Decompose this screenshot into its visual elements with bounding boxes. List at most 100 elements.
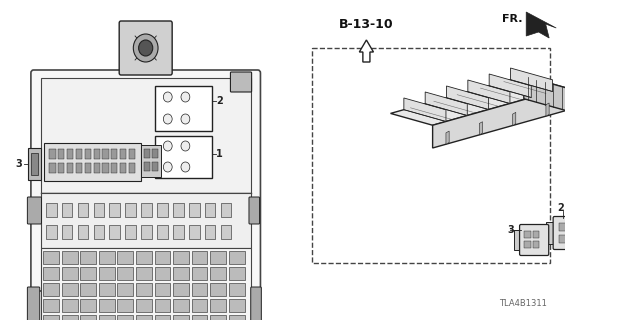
Bar — [614, 234, 621, 243]
FancyBboxPatch shape — [520, 225, 548, 255]
Bar — [154, 283, 170, 296]
Bar — [117, 251, 133, 264]
Bar — [210, 267, 226, 280]
Bar — [62, 267, 77, 280]
Polygon shape — [404, 98, 446, 122]
Bar — [189, 203, 200, 217]
Bar — [623, 234, 630, 243]
Bar — [154, 136, 212, 178]
Bar — [62, 251, 77, 264]
Bar — [125, 225, 136, 239]
Bar — [546, 222, 554, 244]
Bar — [533, 231, 540, 238]
Bar — [117, 315, 133, 320]
Bar — [604, 234, 611, 243]
Bar — [40, 78, 251, 193]
Bar — [228, 299, 244, 312]
Bar — [81, 315, 96, 320]
Bar — [152, 162, 158, 171]
Bar — [58, 163, 65, 173]
Bar — [109, 225, 120, 239]
Polygon shape — [526, 12, 556, 38]
Bar — [99, 315, 115, 320]
Bar — [559, 223, 567, 231]
Circle shape — [181, 92, 190, 102]
Text: B-13-10: B-13-10 — [339, 18, 394, 31]
Bar — [125, 203, 136, 217]
Bar — [228, 315, 244, 320]
Bar — [44, 315, 59, 320]
Bar — [99, 251, 115, 264]
Bar — [173, 203, 184, 217]
Bar — [81, 267, 96, 280]
Bar — [210, 283, 226, 296]
Bar — [93, 225, 104, 239]
Bar — [31, 153, 38, 175]
Text: 2: 2 — [557, 203, 564, 213]
Bar — [111, 149, 117, 159]
Polygon shape — [425, 92, 467, 116]
Bar — [210, 251, 226, 264]
Text: 3: 3 — [15, 159, 22, 169]
Bar — [44, 299, 59, 312]
Bar — [152, 149, 158, 158]
Bar — [191, 251, 207, 264]
Bar — [136, 283, 152, 296]
Circle shape — [181, 114, 190, 124]
Text: 3: 3 — [508, 225, 515, 235]
Bar — [191, 299, 207, 312]
Bar — [514, 230, 521, 250]
Circle shape — [181, 141, 190, 151]
Bar — [62, 283, 77, 296]
Bar — [117, 299, 133, 312]
Polygon shape — [546, 103, 549, 116]
Bar — [533, 241, 540, 248]
Bar — [141, 225, 152, 239]
Bar — [144, 149, 150, 158]
Bar — [524, 241, 531, 248]
Bar — [623, 247, 630, 256]
Text: 2: 2 — [216, 96, 223, 106]
FancyBboxPatch shape — [31, 70, 260, 291]
Bar — [67, 163, 73, 173]
Polygon shape — [479, 122, 483, 135]
Bar — [76, 163, 82, 173]
Bar — [46, 225, 56, 239]
Bar — [173, 225, 184, 239]
Bar — [77, 225, 88, 239]
FancyBboxPatch shape — [553, 217, 589, 250]
Bar — [99, 299, 115, 312]
Circle shape — [181, 162, 190, 172]
Bar — [109, 203, 120, 217]
Bar — [93, 203, 104, 217]
Bar — [312, 48, 550, 263]
Bar — [210, 299, 226, 312]
Bar — [144, 162, 150, 171]
Bar — [81, 299, 96, 312]
Bar — [228, 251, 244, 264]
Bar — [136, 267, 152, 280]
Bar — [191, 315, 207, 320]
Polygon shape — [511, 68, 552, 92]
Polygon shape — [359, 40, 374, 62]
Bar — [570, 235, 579, 243]
Bar — [67, 149, 73, 159]
Polygon shape — [433, 88, 566, 148]
Circle shape — [163, 141, 172, 151]
Bar — [81, 283, 96, 296]
FancyBboxPatch shape — [230, 72, 252, 92]
Bar — [141, 203, 152, 217]
Bar — [205, 203, 216, 217]
Bar — [559, 235, 567, 243]
Circle shape — [133, 34, 158, 62]
Bar — [117, 283, 133, 296]
Bar — [93, 163, 100, 173]
Bar — [191, 283, 207, 296]
Bar — [62, 225, 72, 239]
Bar — [117, 267, 133, 280]
Polygon shape — [447, 86, 488, 109]
Circle shape — [163, 162, 172, 172]
Bar — [141, 145, 161, 177]
Bar — [129, 149, 135, 159]
FancyBboxPatch shape — [599, 227, 639, 263]
